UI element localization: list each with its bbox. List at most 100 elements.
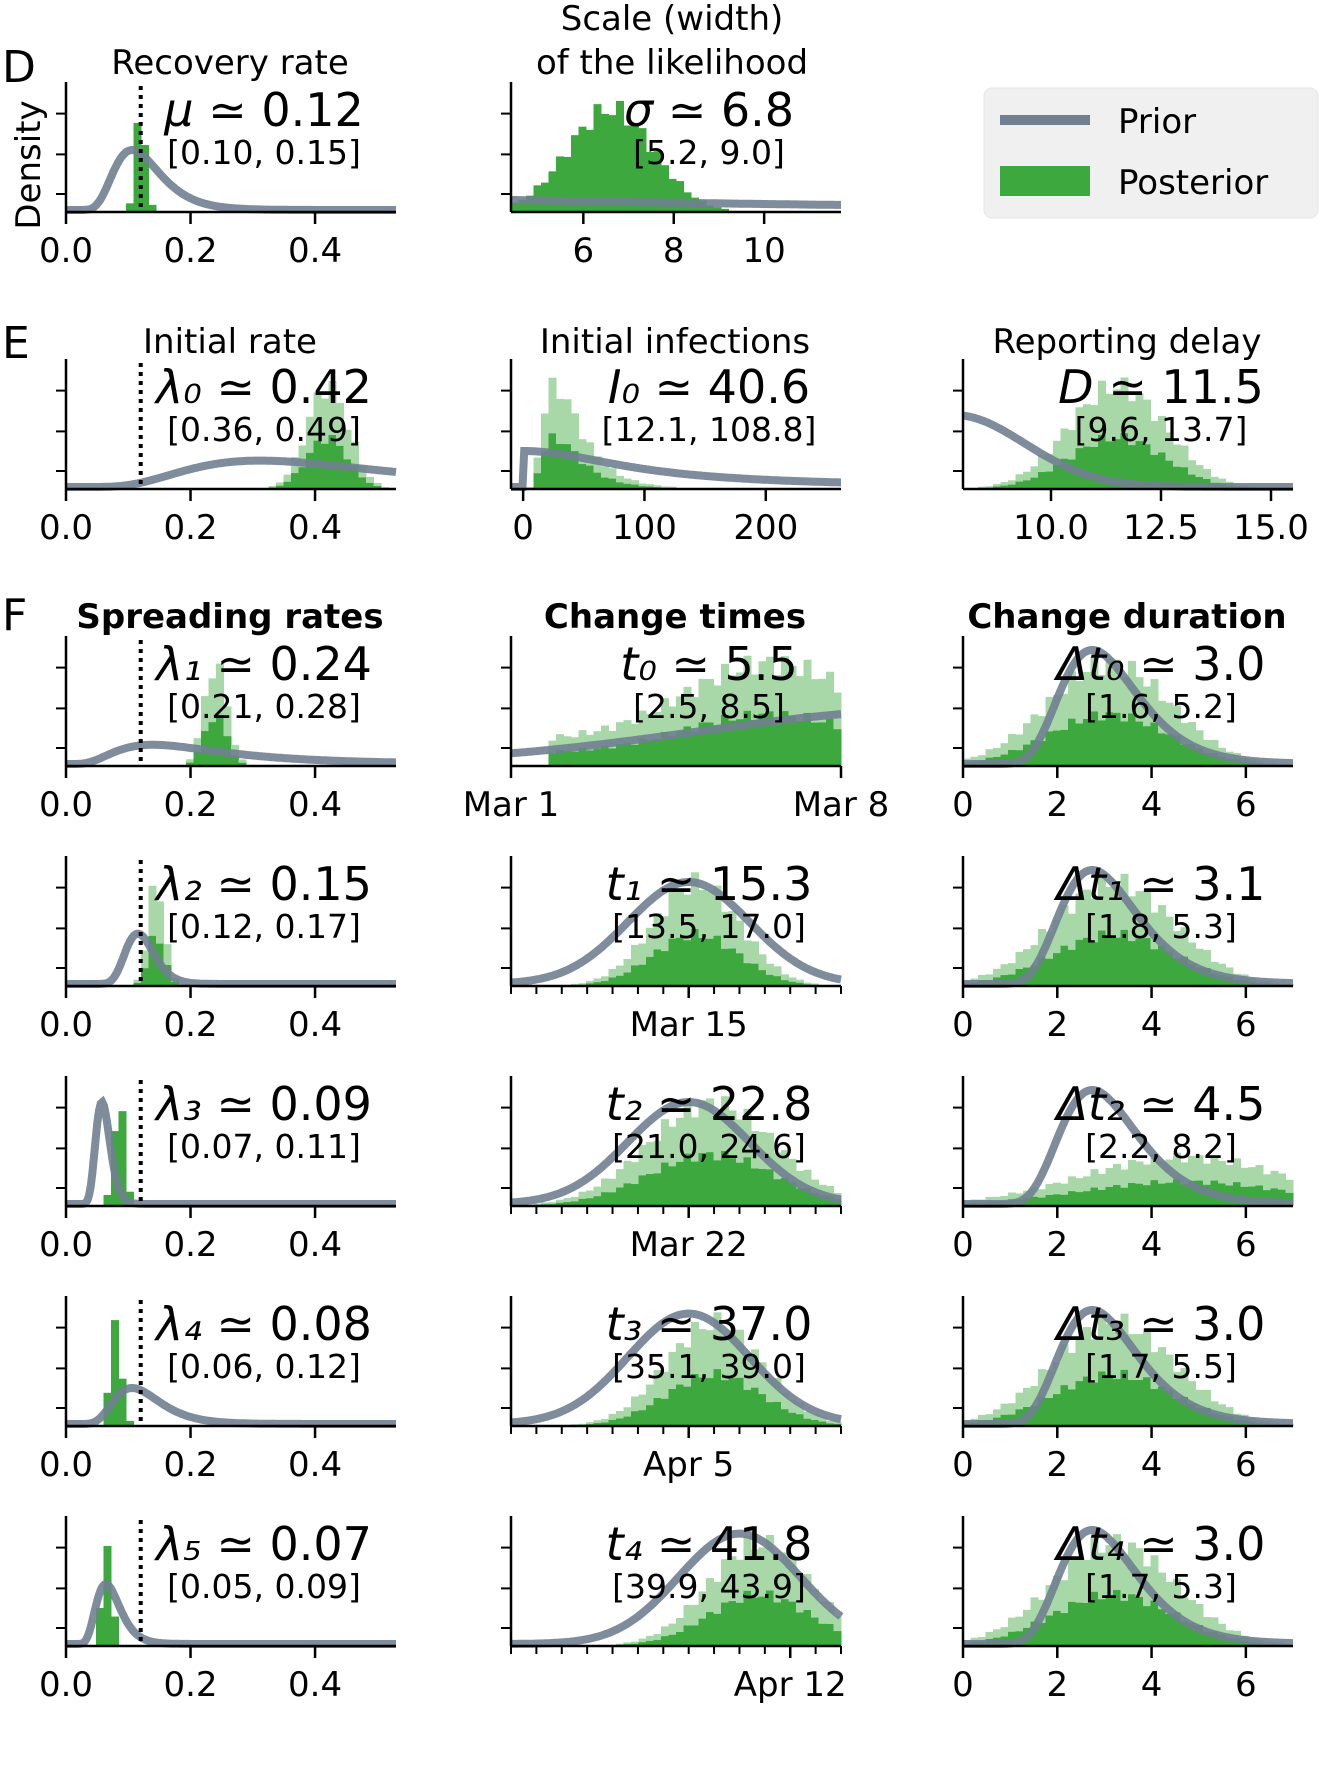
posterior-bar: [818, 1623, 827, 1646]
credible-interval-label: [2.5, 8.5]: [633, 687, 785, 726]
posterior-bar: [743, 1157, 752, 1206]
subplot-I0: 0 100 200 I₀ ≃ 40.6[12.1, 108.8]: [501, 359, 841, 548]
prior-curve: [510, 1098, 842, 1207]
posterior-bar: [803, 1187, 812, 1206]
x-tick-label: Apr 12: [734, 1665, 847, 1705]
x-tick-label: 6: [1235, 1665, 1257, 1705]
posterior-bar: [736, 719, 744, 766]
posterior-bar: [593, 472, 602, 489]
posterior-bar: [706, 722, 714, 766]
posterior-bar: [683, 726, 692, 766]
posterior-bar: [1203, 752, 1211, 766]
posterior-bar: [601, 981, 609, 986]
posterior-bar-light: [1098, 1316, 1106, 1426]
posterior-bar: [1173, 1398, 1181, 1426]
x-tick-label: 0.0: [39, 785, 93, 825]
posterior-bar: [571, 135, 579, 212]
posterior-bar: [563, 751, 572, 766]
credible-interval-label: [39.9, 43.9]: [612, 1567, 806, 1606]
posterior-bar: [1195, 1625, 1204, 1646]
x-tick-label: 0: [952, 785, 974, 825]
posterior-bar: [788, 1412, 797, 1426]
posterior-bar: [616, 482, 624, 489]
posterior-bar: [713, 935, 722, 986]
posterior-bar: [1090, 1591, 1099, 1646]
posterior-bar: [1098, 1599, 1106, 1646]
posterior-bar-light: [1090, 656, 1099, 766]
posterior-bar: [1143, 726, 1151, 766]
prior-curve: [66, 456, 397, 491]
posterior-bar: [661, 1636, 669, 1646]
posterior-bar: [811, 1192, 819, 1206]
posterior-bar: [578, 748, 587, 766]
posterior-bar: [1173, 1612, 1181, 1646]
posterior-bar: [1045, 1194, 1054, 1206]
panels: 0.0 0.2 0.4 μ ≃ 0.12[0.10, 0.15] 6 8 10 σ ≃ 6.8…: [39, 82, 1309, 1705]
posterior-bar: [208, 722, 217, 766]
posterior-bar: [1188, 1180, 1196, 1206]
x-tick-label: 0.0: [39, 1005, 93, 1045]
credible-interval-label: [0.07, 0.11]: [167, 1127, 361, 1166]
posterior-bar: [1158, 452, 1166, 489]
posterior-bar: [661, 732, 669, 766]
posterior-bar: [623, 972, 632, 986]
posterior-bar: [1120, 433, 1129, 489]
posterior-bar: [578, 464, 587, 489]
credible-interval-label: [0.36, 0.49]: [167, 410, 361, 449]
posterior-bar: [1135, 1183, 1144, 1206]
posterior-bar: [766, 1590, 774, 1646]
posterior-bar: [1188, 744, 1196, 766]
posterior-bar: [1113, 439, 1121, 489]
posterior-bar: [1075, 723, 1084, 766]
stat-label: Δt₂ ≃ 4.5: [1054, 1077, 1266, 1131]
posterior-bar: [758, 1394, 767, 1426]
posterior-bar: [751, 720, 759, 766]
subplot-t0: Mar 1 Mar 8 t₀ ≃ 5.5[2.5, 8.5]: [463, 636, 889, 825]
posterior-bar: [796, 1612, 804, 1646]
posterior-bar: [563, 444, 572, 489]
posterior-bar: [1045, 471, 1054, 489]
posterior-bar: [661, 1398, 669, 1426]
posterior-bar-light: [803, 1574, 812, 1646]
y-axis-label: Density: [9, 100, 49, 229]
x-tick-label: 0.4: [288, 785, 342, 825]
posterior-bar: [698, 1377, 707, 1426]
x-tick-label: 0.2: [163, 1225, 217, 1265]
posterior-bar: [1023, 480, 1031, 489]
x-tick-label: 0.0: [39, 231, 93, 271]
posterior-bar: [698, 938, 707, 986]
posterior-bar: [148, 935, 157, 986]
posterior-bar: [103, 1545, 112, 1646]
posterior-bar: [541, 451, 549, 489]
prior-curve: [66, 740, 396, 768]
x-tick-label: 0.4: [288, 1005, 342, 1045]
subplot-t3: Apr 5 t₃ ≃ 37.0[35.1, 39.0]: [501, 1296, 842, 1485]
posterior-bar: [1180, 744, 1189, 766]
posterior-bar: [1135, 441, 1144, 489]
prior-curve: [511, 1529, 844, 1648]
prior-curve: [963, 1306, 1293, 1428]
posterior-bar: [1158, 1609, 1166, 1646]
posterior-bar: [781, 711, 789, 766]
legend-posterior-swatch: [1000, 166, 1090, 196]
posterior-bar: [758, 1168, 767, 1206]
x-tick-label: 0: [952, 1445, 974, 1485]
posterior-bar: [1210, 973, 1219, 986]
posterior-bar-light: [1203, 1163, 1211, 1206]
posterior-bar: [1150, 722, 1159, 766]
posterior-bar: [1120, 1187, 1129, 1206]
posterior-bar: [126, 1420, 134, 1426]
posterior-bar: [1038, 1622, 1046, 1646]
subplot-dt4: 0 2 4 6 Δt₄ ≃ 3.0[1.7, 5.3]: [952, 1516, 1293, 1705]
posterior-bar-light: [1120, 1169, 1129, 1206]
posterior-bar: [721, 1602, 729, 1646]
x-tick-label: 4: [1141, 1225, 1163, 1265]
x-tick-label: 6: [1235, 1445, 1257, 1485]
credible-interval-label: [9.6, 13.7]: [1075, 410, 1248, 449]
posterior-bar: [668, 1166, 677, 1206]
posterior-bar: [638, 964, 647, 986]
posterior-bar: [1053, 730, 1061, 766]
posterior-bar: [608, 1192, 617, 1206]
stat-label: Δt₁ ≃ 3.1: [1054, 857, 1266, 911]
posterior-bar: [1180, 956, 1189, 986]
